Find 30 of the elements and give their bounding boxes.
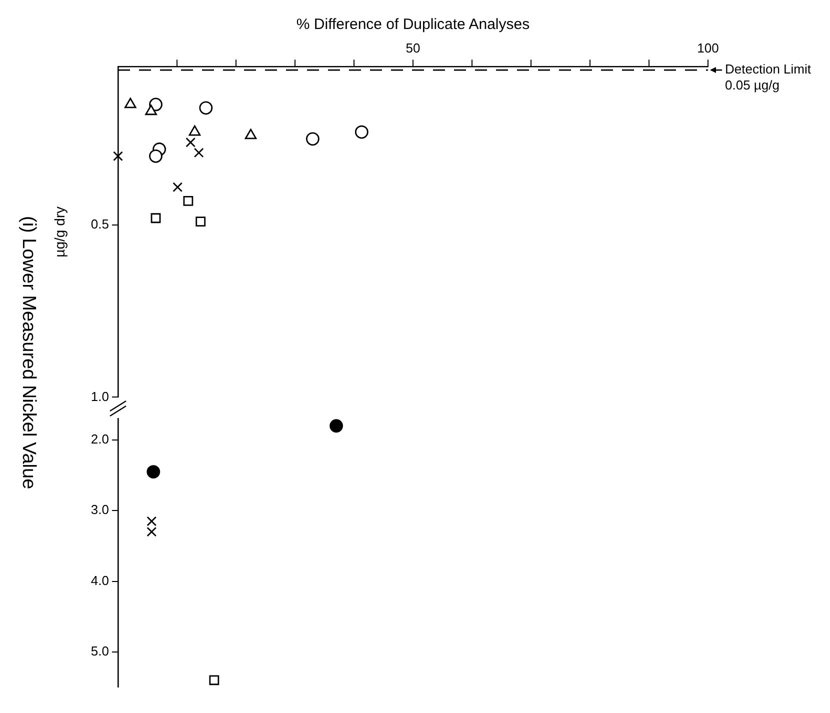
y-tick-label: 3.0 (90, 502, 109, 518)
point (172, 182, 183, 192)
point (306, 132, 320, 146)
x-tick-label: 100 (697, 40, 719, 56)
point (186, 137, 196, 148)
point (113, 151, 123, 162)
y-tick-label: 2.0 (90, 432, 109, 447)
x-axis-title: % Difference of Duplicate Analyses (296, 16, 530, 34)
y-tick-label: 0.5 (90, 216, 109, 232)
x-tick-label: 50 (406, 40, 420, 56)
point (330, 419, 343, 433)
ref-line-label: Detection Limit 0.05 µg/g (725, 62, 812, 93)
point (145, 104, 157, 116)
point (183, 196, 194, 206)
point (194, 148, 204, 158)
point (244, 128, 257, 140)
y-tick-label: 1.0 (90, 388, 109, 404)
point (188, 125, 201, 136)
point (146, 465, 160, 478)
point (196, 216, 206, 227)
point (124, 98, 136, 108)
y-tick-label: 4.0 (90, 572, 109, 588)
point (199, 101, 213, 115)
point (149, 149, 162, 163)
point (354, 125, 368, 139)
point (150, 213, 161, 224)
text: (i) Lower Measured Nickel Value (17, 216, 39, 490)
y-tick-label: 5.0 (90, 643, 109, 658)
point (209, 675, 220, 686)
y-axis-title: µg/g dry (51, 206, 68, 258)
